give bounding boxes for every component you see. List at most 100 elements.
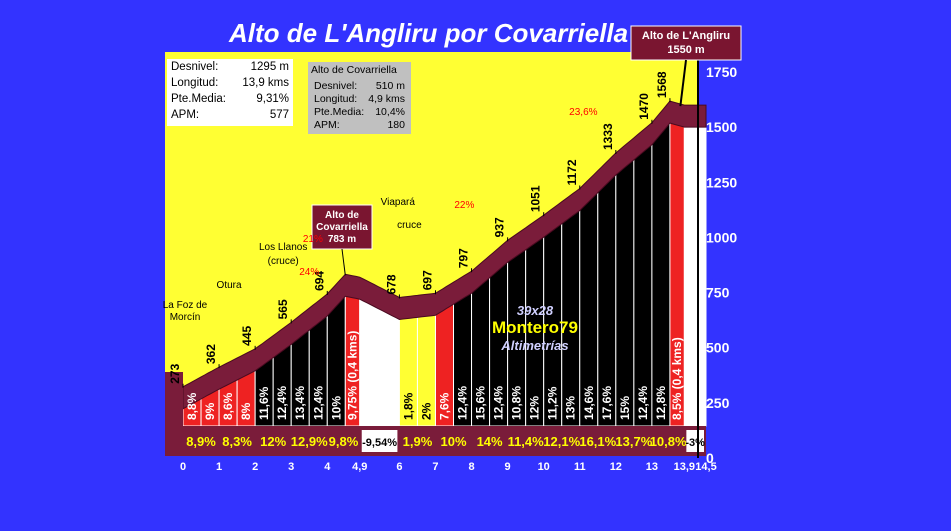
x-tick-label: 1	[216, 461, 222, 473]
km-grade-label: 11,4%	[508, 434, 545, 449]
sub-stats-title: Alto de Covarriella	[311, 64, 397, 76]
road-band	[165, 100, 707, 432]
km-grade-label: 1,9%	[403, 434, 433, 449]
sub-stats-row: Desnivel: 510 m	[314, 80, 405, 94]
strip-grade-label: 13,4%	[293, 386, 307, 420]
road-band-start	[165, 372, 183, 432]
road-band-shape	[182, 100, 707, 410]
altitude-labels: 273 362 445 565 694 678 697 797 937 1051 1172 1333 1…	[168, 71, 671, 388]
y-tick-label: 250	[706, 395, 730, 411]
km-grade-label: 16,1%	[579, 434, 616, 449]
sub-stats-box: Alto de Covarriella Desnivel: 510 m Long…	[308, 62, 411, 134]
x-tick-label: 9	[505, 461, 511, 473]
altitude-label: 697	[420, 270, 434, 290]
x-tick-label: 2	[252, 461, 258, 473]
stats-label: APM:	[171, 109, 200, 121]
sub-stats-value: 510 m	[375, 80, 405, 92]
place-label: Viapará	[381, 197, 416, 208]
stats-label: Desnivel:	[171, 61, 219, 73]
altitude-label: 678	[384, 274, 398, 294]
strip-grade-label: 1,8%	[401, 392, 415, 420]
strip-grade-label: 13%	[564, 396, 578, 420]
x-tick-label: 0	[180, 461, 186, 473]
grade-cell-descent	[361, 430, 398, 452]
strip-grade-label: 12,4%	[311, 386, 325, 420]
sub-stats-label: APM:	[314, 119, 340, 131]
strip-grade-labels: 8,8% 9% 8,6% 8% 11,6% 12,4% 13,4% 12,4% 10% 9,75%…	[185, 331, 684, 420]
stats-value: 13,9 kms	[242, 77, 289, 89]
gradient-bars	[182, 110, 707, 427]
x-tick-label: 11	[574, 461, 586, 473]
stats-row: Longitud: 13,9 kms	[171, 77, 289, 93]
stats-row: APM: 577	[171, 109, 289, 125]
gradient-bar	[683, 115, 707, 427]
place-label: Morcín	[170, 312, 201, 323]
strip-grade-label: 12,4%	[275, 386, 289, 420]
sub-stats-value: 4,9 kms	[368, 93, 405, 105]
summit-label-text: 1550 m	[667, 44, 705, 56]
sub-stats-row: Pte.Media: 10,4%	[314, 106, 405, 120]
sub-summit-label-text: Covarriella	[316, 222, 368, 233]
x-tick-label: 4	[324, 461, 331, 473]
altitude-label: 1568	[655, 71, 669, 98]
grade-cell-descent	[686, 430, 704, 452]
sub-stats-label: Longitud:	[314, 93, 358, 105]
strip-grade-label: 14,6%	[582, 386, 596, 420]
stats-value: 9,31%	[256, 93, 289, 105]
strip-grade-label: 10%	[329, 396, 343, 420]
sub-summit-label-text: 783 m	[328, 234, 356, 245]
summit-pointer	[679, 59, 687, 107]
gradient-bar	[651, 110, 671, 427]
altitude-label: 797	[457, 248, 471, 268]
x-tick-label: 8	[468, 461, 474, 473]
strip-grade-label: 9%	[203, 402, 217, 420]
km-grade-label: 9,8%	[329, 434, 359, 449]
max-grade-label: 21%	[303, 234, 323, 245]
altitude-label: 273	[168, 363, 182, 383]
sub-stats-row: APM: 180	[314, 119, 405, 133]
sub-stats-value: 10,4%	[375, 106, 405, 118]
summit-label-box	[630, 25, 742, 61]
sub-stats-value: 180	[387, 119, 405, 131]
km-grade-label: 8,9%	[186, 434, 216, 449]
y-tick-label: 750	[706, 285, 730, 301]
place-label: Los Llanos	[259, 242, 307, 253]
sub-stats-row: Longitud: 4,9 kms	[314, 93, 405, 107]
strip-grade-label: 12,4%	[636, 386, 650, 420]
stats-label: Pte.Media:	[171, 93, 226, 105]
altitude-label: 362	[204, 344, 218, 364]
km-grade-label: 14%	[477, 434, 503, 449]
gradient-bar	[561, 198, 581, 427]
strip-grade-label: 17,6%	[600, 386, 614, 420]
strip-grade-label: 15%	[618, 396, 632, 420]
place-label: cruce	[397, 220, 422, 231]
km-grade-label: 13,7%	[615, 434, 652, 449]
x-tick-label: 10	[538, 461, 550, 473]
gradient-bar	[633, 132, 653, 427]
km-grade-label: 12,9%	[291, 434, 328, 449]
altitude-label: 1172	[565, 159, 579, 185]
chart-title: Alto de L'Angliru por Covarriella	[229, 18, 629, 48]
sub-stats-label: Pte.Media:	[314, 106, 365, 118]
strip-grade-label: 15,6%	[474, 386, 488, 420]
strip-grade-label: 7,6%	[438, 392, 452, 420]
sub-stats-label: Desnivel:	[314, 80, 358, 92]
strip-grade-label: 2%	[419, 402, 433, 420]
altitude-label: 1051	[529, 185, 543, 212]
place-label: Otura	[217, 280, 242, 291]
stats-row: Pte.Media: 9,31%	[171, 93, 289, 109]
strip-grade-label: 11,2%	[546, 386, 560, 420]
strip-grade-label: 9,75% (0,4 kms)	[346, 331, 360, 420]
max-grade-label: 23,6%	[569, 107, 597, 118]
y-tick-label: 1750	[706, 64, 737, 80]
watermark-text: Montero79	[492, 318, 578, 337]
y-tick-label: 1500	[706, 119, 737, 135]
stats-label: Longitud:	[171, 77, 219, 89]
altitude-label: 937	[493, 217, 507, 237]
strip-grade-label: 11,6%	[257, 386, 271, 420]
annotations: Alto de L'Angliru 1550 m Alto deCovarriell…	[163, 25, 742, 353]
strip-grade-label: 8,8%	[185, 392, 199, 420]
altitude-label: 694	[312, 271, 326, 291]
strip-grade-label: 12,8%	[654, 386, 668, 420]
